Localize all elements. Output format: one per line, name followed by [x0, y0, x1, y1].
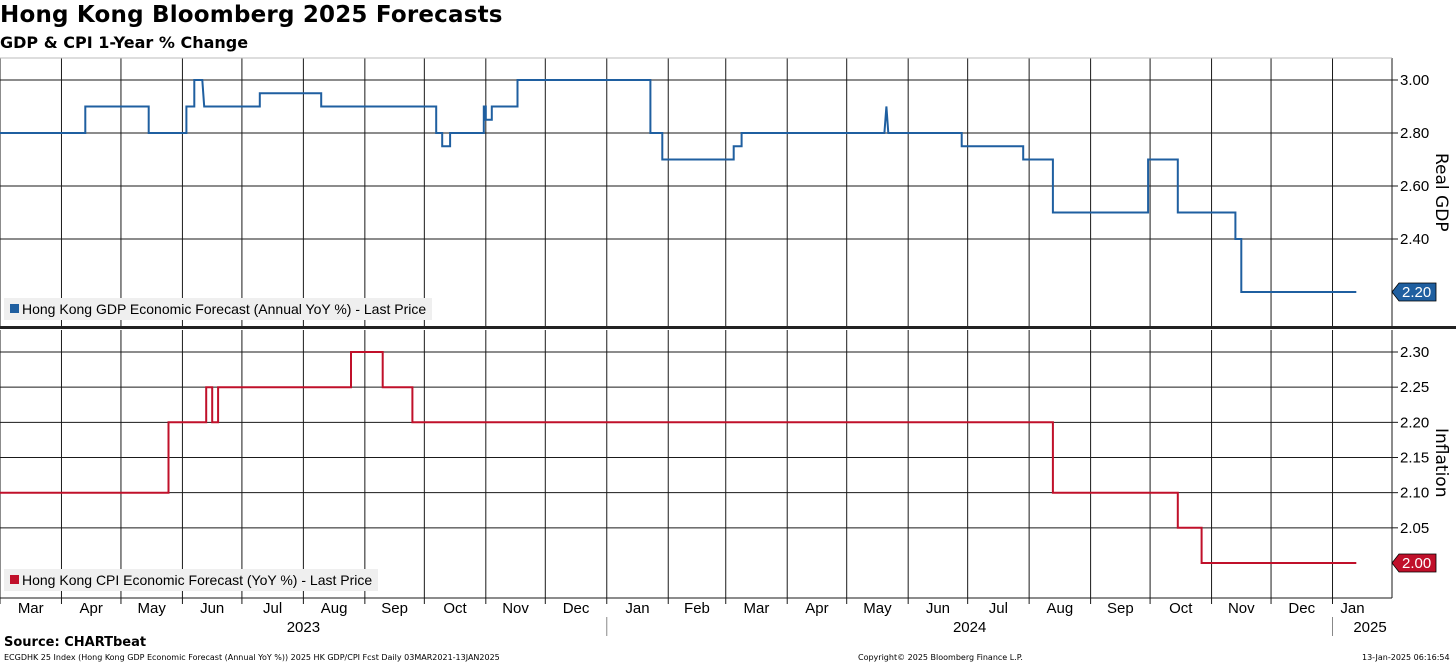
month-tick-label: Aug [1047, 600, 1074, 617]
gdp-legend-swatch [10, 304, 19, 313]
month-tick-label: Oct [443, 600, 467, 617]
gdp-y-tick-label: 2.40 [1400, 231, 1429, 248]
gdp-series-line [0, 79, 1357, 293]
chart-title: Hong Kong Bloomberg 2025 Forecasts [0, 2, 503, 28]
cpi-series-line [0, 351, 1357, 564]
cpi-legend-label: Hong Kong CPI Economic Forecast (YoY %) … [22, 572, 373, 588]
cpi-y-tick-label: 2.20 [1400, 414, 1429, 431]
cpi-last-value-marker: 2.00 [1391, 553, 1437, 573]
month-tick-label: Apr [805, 600, 828, 617]
month-tick-label: Feb [684, 600, 710, 617]
gdp-axis-title: Real GDP [1431, 153, 1451, 232]
month-tick-label: May [863, 600, 892, 617]
cpi-y-tick-label: 2.30 [1400, 344, 1429, 361]
cpi-y-tick-label: 2.25 [1400, 379, 1429, 396]
month-tick-label: Jul [263, 600, 282, 617]
month-tick-label: Sep [1107, 600, 1134, 617]
month-tick-label: Jun [200, 600, 224, 617]
panel-divider [0, 326, 1456, 329]
gdp-y-tick-label: 2.60 [1400, 178, 1429, 195]
year-label: 2025 [1353, 619, 1386, 636]
month-tick-label: Mar [18, 600, 44, 617]
month-tick-label: Dec [563, 600, 590, 617]
cpi-y-tick-label: 2.05 [1400, 520, 1429, 537]
cpi-legend-swatch [10, 575, 19, 584]
gdp-y-tick-label: 3.00 [1400, 72, 1429, 89]
month-tick-label: Nov [1228, 600, 1255, 617]
month-tick-label: Dec [1288, 600, 1315, 617]
month-tick-label: Sep [381, 600, 408, 617]
year-label: 2023 [287, 619, 320, 636]
month-tick-label: Oct [1169, 600, 1193, 617]
gdp-last-value-marker: 2.20 [1391, 282, 1437, 302]
cpi-axis-title: Inflation [1431, 428, 1451, 498]
chart-subtitle: GDP & CPI 1-Year % Change [0, 33, 249, 52]
cpi-last-value-box [1391, 553, 1437, 573]
footer-note: ECGDHK 25 Index (Hong Kong GDP Economic … [4, 653, 500, 662]
month-tick-label: Mar [744, 600, 770, 617]
cpi-y-tick-label: 2.15 [1400, 450, 1429, 467]
cpi-last-value-label: 2.00 [1402, 555, 1431, 572]
month-tick-label: Aug [321, 600, 348, 617]
gdp-y-tick-label: 2.80 [1400, 125, 1429, 142]
gdp-legend-label: Hong Kong GDP Economic Forecast (Annual … [22, 301, 427, 317]
month-tick-label: Jan [1340, 600, 1364, 617]
cpi-legend[interactable]: Hong Kong CPI Economic Forecast (YoY %) … [4, 569, 379, 591]
footer-timestamp: 13-Jan-2025 06:16:54 [1362, 653, 1450, 662]
footer-copyright: Copyright© 2025 Bloomberg Finance L.P. [858, 653, 1023, 662]
month-tick-label: Nov [502, 600, 529, 617]
year-label: 2024 [953, 619, 986, 636]
month-tick-label: Jun [926, 600, 950, 617]
month-tick-label: May [138, 600, 167, 617]
gdp-last-value-box [1391, 282, 1437, 302]
month-tick-label: Jul [989, 600, 1008, 617]
month-tick-label: Apr [80, 600, 103, 617]
cpi-y-tick-label: 2.10 [1400, 485, 1429, 502]
gdp-last-value-label: 2.20 [1402, 284, 1431, 301]
gdp-legend[interactable]: Hong Kong GDP Economic Forecast (Annual … [4, 298, 433, 320]
source-label: Source: CHARTbeat [4, 635, 147, 650]
month-tick-label: Jan [625, 600, 649, 617]
